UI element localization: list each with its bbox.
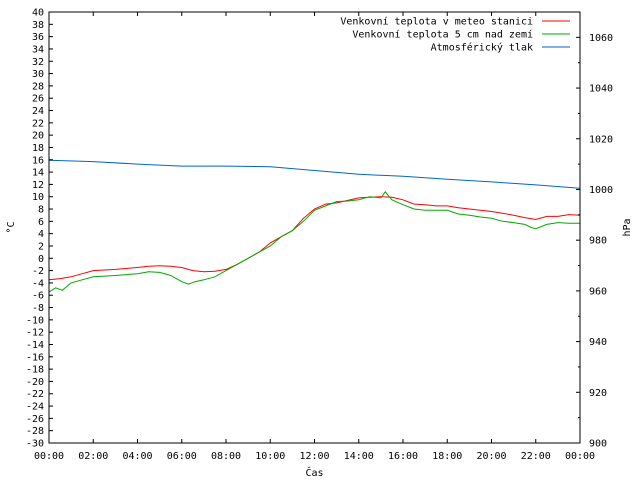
y-tick-label: -2: [32, 266, 44, 277]
tick-layer: -30-28-26-24-22-20-18-16-14-12-10-8-6-4-…: [26, 8, 613, 463]
x-tick-label: 06:00: [167, 451, 197, 462]
y-tick-label: -20: [26, 377, 44, 388]
y-tick-label: -6: [32, 291, 44, 302]
legend: Venkovní teplota v meteo staniciVenkovní…: [340, 16, 570, 54]
y-tick-label: -12: [26, 328, 44, 339]
y-tick-label: 12: [32, 180, 44, 191]
x-tick-label: 00:00: [565, 451, 595, 462]
x-tick-label: 04:00: [122, 451, 152, 462]
y2-tick-label: 1040: [589, 84, 613, 95]
y-axis-label: °C: [6, 221, 17, 233]
y-tick-label: 30: [32, 69, 44, 80]
y-tick-label: 36: [32, 32, 44, 43]
y-tick-label: 22: [32, 118, 44, 129]
legend-label: Venkovní teplota 5 cm nad zemí: [352, 29, 533, 41]
y2-tick-label: 1060: [589, 33, 613, 44]
y2-tick-label: 900: [589, 439, 607, 450]
y2-axis-label: hPa: [622, 218, 633, 236]
y-tick-label: 26: [32, 94, 44, 105]
x-tick-label: 02:00: [78, 451, 108, 462]
y-tick-label: -26: [26, 414, 44, 425]
y2-tick-label: 960: [589, 286, 607, 297]
y-tick-label: -22: [26, 389, 44, 400]
x-tick-label: 12:00: [299, 451, 329, 462]
y-tick-label: -14: [26, 340, 44, 351]
x-tick-label: 20:00: [476, 451, 506, 462]
y-tick-label: -4: [32, 278, 44, 289]
y-tick-label: 40: [32, 8, 44, 19]
x-tick-label: 08:00: [211, 451, 241, 462]
y-tick-label: -24: [26, 402, 44, 413]
y-tick-label: 0: [38, 254, 44, 265]
y-tick-label: -28: [26, 426, 44, 437]
x-tick-label: 18:00: [432, 451, 462, 462]
y-tick-label: 18: [32, 143, 44, 154]
series-line-1: [48, 190, 580, 293]
y2-tick-label: 920: [589, 388, 607, 399]
y-tick-label: -18: [26, 365, 44, 376]
y2-tick-label: 940: [589, 337, 607, 348]
y-tick-label: 14: [32, 168, 44, 179]
y-tick-label: 16: [32, 155, 44, 166]
y2-tick-label: 980: [589, 236, 607, 247]
x-tick-label: 14:00: [344, 451, 374, 462]
y-tick-label: 24: [32, 106, 44, 117]
legend-label: Venkovní teplota v meteo stanici: [340, 16, 533, 28]
y-tick-label: 4: [38, 229, 44, 240]
plot-frame: [48, 11, 581, 444]
y-tick-label: 28: [32, 81, 44, 92]
x-axis-label: Čas: [305, 466, 323, 479]
x-tick-label: 00:00: [34, 451, 64, 462]
series-line-2: [48, 159, 581, 189]
y2-tick-label: 1020: [589, 134, 613, 145]
y-tick-label: -8: [32, 303, 44, 314]
x-tick-label: 16:00: [388, 451, 418, 462]
y-tick-label: 32: [32, 57, 44, 68]
y-tick-label: -30: [26, 439, 44, 450]
y-tick-label: 10: [32, 192, 44, 203]
x-tick-label: 22:00: [521, 451, 551, 462]
legend-label: Atmosférický tlak: [431, 42, 533, 54]
y-tick-label: 20: [32, 131, 44, 142]
y-tick-label: 38: [32, 20, 44, 31]
y-tick-label: 2: [38, 241, 44, 252]
y2-tick-label: 1000: [589, 185, 613, 196]
y-tick-label: 6: [38, 217, 44, 228]
series-line-0: [48, 196, 581, 281]
y-tick-label: -10: [26, 315, 44, 326]
y-tick-label: -16: [26, 352, 44, 363]
series-layer: [48, 159, 581, 293]
y-tick-label: 34: [32, 44, 44, 55]
y-tick-label: 8: [38, 205, 44, 216]
x-tick-label: 10:00: [255, 451, 285, 462]
